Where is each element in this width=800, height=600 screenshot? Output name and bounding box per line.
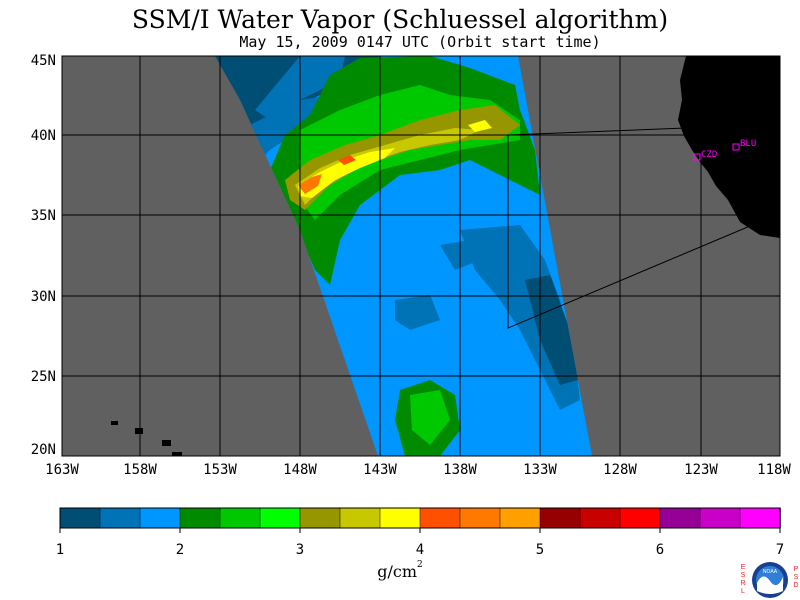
colorbar-swatch xyxy=(179,507,221,529)
colorbar-tick-label: 4 xyxy=(415,542,425,558)
psd-letter: D xyxy=(793,582,799,589)
colorbar-swatch xyxy=(299,507,341,529)
psd-letters: P S D xyxy=(792,566,800,590)
colorbar-swatch xyxy=(339,507,381,529)
psd-letter: S xyxy=(793,574,799,581)
colorbar-swatch xyxy=(539,507,581,529)
map-subtitle: May 15, 2009 0147 UTC (Orbit start time) xyxy=(239,33,601,51)
lon-label: 163W xyxy=(45,462,79,478)
colorbar-tick-label: 2 xyxy=(175,542,185,558)
graticule xyxy=(62,56,780,456)
colorbar-ticks xyxy=(59,528,781,533)
colorbar-swatch xyxy=(579,507,621,529)
lon-label: 148W xyxy=(283,462,317,478)
lon-label: 143W xyxy=(363,462,397,478)
colorbar-tick-label: 6 xyxy=(655,542,665,558)
colorbar-swatch xyxy=(659,507,701,529)
sector-lines xyxy=(507,127,751,329)
lon-label: 153W xyxy=(203,462,237,478)
lon-label: 118W xyxy=(757,462,791,478)
noaa-logo-icon: NOAA xyxy=(752,562,788,598)
map-title: SSM/I Water Vapor (Schluessel algorithm) xyxy=(131,5,669,34)
lon-label: 128W xyxy=(603,462,637,478)
esrl-letter: L xyxy=(741,588,745,595)
psd-letter: P xyxy=(793,566,799,573)
lon-label: 123W xyxy=(684,462,718,478)
lat-label: 35N xyxy=(30,208,56,224)
colorbar-swatch xyxy=(619,507,661,529)
station-label-czd: CZD xyxy=(701,150,717,160)
colorbar-swatch xyxy=(219,507,261,529)
colorbar-swatch xyxy=(699,507,741,529)
esrl-letters: E S R L xyxy=(739,564,747,596)
lon-label: 158W xyxy=(123,462,157,478)
esrl-letter: R xyxy=(740,580,746,587)
station-czd xyxy=(693,153,701,161)
colorbar-frame xyxy=(59,507,781,529)
colorbar-swatch xyxy=(379,507,421,529)
colorbar-swatch xyxy=(259,507,301,529)
colorbar-swatch xyxy=(99,507,141,529)
colorbar-swatch xyxy=(739,507,781,529)
colorbar-tick-label: 1 xyxy=(55,542,65,558)
lat-label: 40N xyxy=(30,128,56,144)
noaa-logo-text: NOAA xyxy=(763,569,778,575)
lat-label: 30N xyxy=(30,289,56,305)
colorbar-tick-label: 3 xyxy=(295,542,305,558)
colorbar-tick-label: 5 xyxy=(535,542,545,558)
colorbar-unit-label: g/cm2 xyxy=(360,560,440,581)
colorbar-tick-label: 7 xyxy=(775,542,785,558)
unit-text: g/cm xyxy=(377,562,418,581)
station-label-blu: BLU xyxy=(740,139,756,149)
unit-exponent: 2 xyxy=(417,560,423,570)
colorbar-swatch xyxy=(419,507,461,529)
lon-label: 133W xyxy=(523,462,557,478)
lon-label: 138W xyxy=(443,462,477,478)
colorbar xyxy=(59,507,781,529)
map-frame xyxy=(61,55,781,457)
lat-label: 45N xyxy=(30,53,56,69)
colorbar-swatch xyxy=(459,507,501,529)
colorbar-swatch xyxy=(139,507,181,529)
colorbar-swatch xyxy=(499,507,541,529)
esrl-letter: E xyxy=(740,564,746,571)
esrl-letter: S xyxy=(740,572,746,579)
lat-label: 20N xyxy=(30,442,56,458)
station-blu xyxy=(732,143,740,151)
hawaii-islands xyxy=(111,421,182,456)
colorbar-swatch xyxy=(59,507,101,529)
land-mass xyxy=(678,56,780,238)
lat-label: 25N xyxy=(30,369,56,385)
